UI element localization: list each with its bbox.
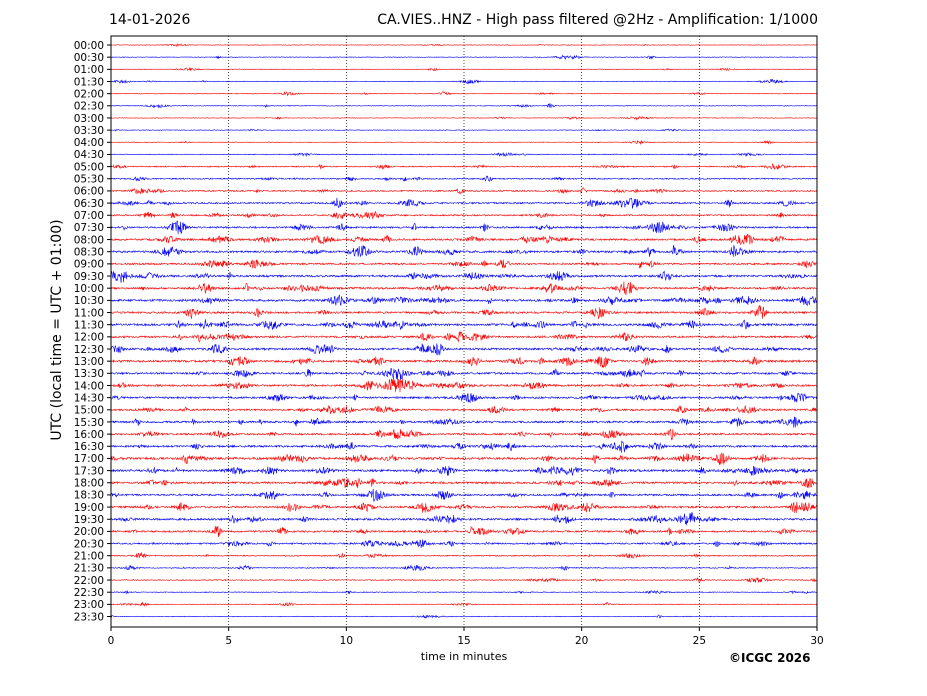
y-tick-label: 20:00 [74, 526, 104, 538]
trace-row [110, 259, 818, 269]
trace-row [110, 577, 818, 583]
row-tick-labels: 00:0000:3001:0001:3002:0002:3003:0003:30… [74, 40, 111, 623]
y-tick-label: 08:30 [74, 247, 104, 259]
trace-row [110, 197, 818, 209]
y-tick-label: 02:00 [74, 88, 104, 100]
y-tick-label: 12:00 [74, 332, 104, 344]
chart-title: CA.VIES..HNZ - High pass filtered @2Hz -… [377, 12, 818, 28]
y-tick-label: 18:00 [74, 478, 104, 490]
y-tick-label: 06:30 [74, 198, 104, 210]
x-axis-label: time in minutes [420, 650, 508, 663]
y-tick-label: 08:00 [74, 234, 104, 246]
y-tick-label: 11:30 [74, 319, 104, 331]
copyright-notice: ©ICGC 2026 [729, 651, 811, 665]
y-tick-label: 19:00 [74, 502, 104, 514]
trace-row [110, 416, 818, 428]
x-tick-label: 25 [693, 635, 706, 647]
y-tick-label: 22:30 [74, 587, 104, 599]
x-tick-labels: 0 5 10 15 20 25 30 [108, 627, 824, 647]
y-tick-label: 21:00 [74, 551, 104, 563]
y-tick-label: 15:00 [74, 405, 104, 417]
y-tick-label: 12:30 [74, 344, 104, 356]
y-tick-label: 13:00 [74, 356, 104, 368]
trace-row [110, 281, 818, 296]
trace-row [110, 512, 818, 526]
trace-row [110, 163, 818, 171]
trace-row [110, 234, 818, 245]
y-tick-label: 22:00 [74, 575, 104, 587]
y-tick-label: 11:00 [74, 307, 104, 319]
trace-row [110, 440, 818, 453]
y-tick-label: 21:30 [74, 563, 104, 575]
y-tick-label: 06:00 [74, 186, 104, 198]
trace-row [110, 404, 818, 415]
x-tick-label: 10 [340, 635, 353, 647]
y-tick-label: 23:00 [74, 599, 104, 611]
x-tick-label: 15 [457, 635, 470, 647]
y-tick-label: 00:30 [74, 52, 104, 64]
x-tick-label: 30 [810, 635, 823, 647]
trace-row [110, 270, 818, 283]
y-tick-label: 03:00 [74, 113, 104, 125]
trace-row [110, 175, 818, 183]
y-tick-label: 19:30 [74, 514, 104, 526]
trace-row [110, 356, 818, 368]
y-tick-label: 09:00 [74, 259, 104, 271]
y-tick-label: 20:30 [74, 538, 104, 550]
y-tick-label: 00:00 [74, 40, 104, 52]
y-tick-label: 18:30 [74, 490, 104, 502]
y-tick-label: 17:30 [74, 465, 104, 477]
y-tick-label: 14:30 [74, 392, 104, 404]
y-tick-label: 03:30 [74, 125, 104, 137]
trace-row [110, 392, 818, 404]
trace-row [110, 116, 818, 121]
y-tick-label: 23:30 [74, 611, 104, 623]
y-tick-label: 10:00 [74, 283, 104, 295]
trace-row [110, 187, 818, 195]
trace-row [110, 210, 818, 220]
y-tick-label: 10:30 [74, 295, 104, 307]
y-tick-label: 17:00 [74, 453, 104, 465]
y-tick-label: 01:30 [74, 76, 104, 88]
trace-row [110, 614, 818, 619]
y-axis-label: UTC (local time = UTC + 01:00) [49, 219, 65, 441]
trace-row [110, 139, 818, 146]
y-tick-label: 02:30 [74, 101, 104, 113]
y-tick-label: 15:30 [74, 417, 104, 429]
y-tick-label: 07:00 [74, 210, 104, 222]
x-tick-label: 0 [108, 635, 115, 647]
y-tick-label: 07:30 [74, 222, 104, 234]
trace-row [110, 368, 818, 381]
y-tick-label: 05:30 [74, 174, 104, 186]
y-tick-label: 16:30 [74, 441, 104, 453]
x-tick-label: 20 [575, 635, 588, 647]
trace-row [110, 152, 818, 157]
vertical-gridlines [228, 36, 700, 627]
x-tick-label: 5 [225, 635, 232, 647]
chart-date: 14-01-2026 [109, 12, 191, 28]
y-tick-label: 09:30 [74, 271, 104, 283]
y-tick-label: 05:00 [74, 161, 104, 173]
y-tick-label: 04:30 [74, 149, 104, 161]
plot-frame [110, 35, 818, 628]
y-tick-label: 14:00 [74, 380, 104, 392]
y-tick-label: 01:00 [74, 64, 104, 76]
y-tick-label: 13:30 [74, 368, 104, 380]
y-tick-label: 16:00 [74, 429, 104, 441]
y-tick-label: 04:00 [74, 137, 104, 149]
